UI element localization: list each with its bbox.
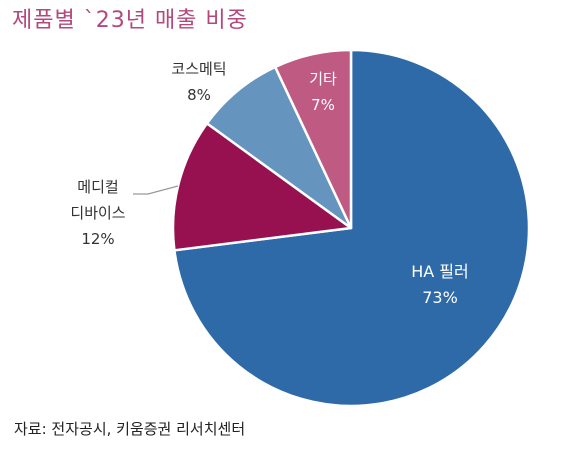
pie-slice-cosmetic — [205, 65, 353, 230]
pie-slice-other — [273, 48, 353, 230]
chart-title: 제품별 `23년 매출 비중 — [12, 8, 248, 33]
slice-value-other: 7% — [311, 96, 335, 114]
pie-slice-medical-device — [171, 122, 353, 252]
slice-value-cosmetic: 8% — [187, 86, 211, 104]
source-note: 자료: 전자공시, 키움증권 리서치센터 — [14, 420, 246, 438]
slice-value-medical-device: 12% — [81, 230, 114, 248]
slice-label-medical-device: 디바이스 — [70, 204, 125, 222]
slice-label-ha-filler: HA 필러 — [411, 262, 469, 281]
slice-value-ha-filler: 73% — [422, 288, 458, 307]
slice-label-cosmetic: 코스메틱 — [171, 60, 226, 78]
slice-label-other: 기타 — [309, 70, 337, 88]
leader-line-medical-device — [133, 185, 179, 195]
slice-label-medical-device: 메디컬 — [77, 178, 118, 196]
